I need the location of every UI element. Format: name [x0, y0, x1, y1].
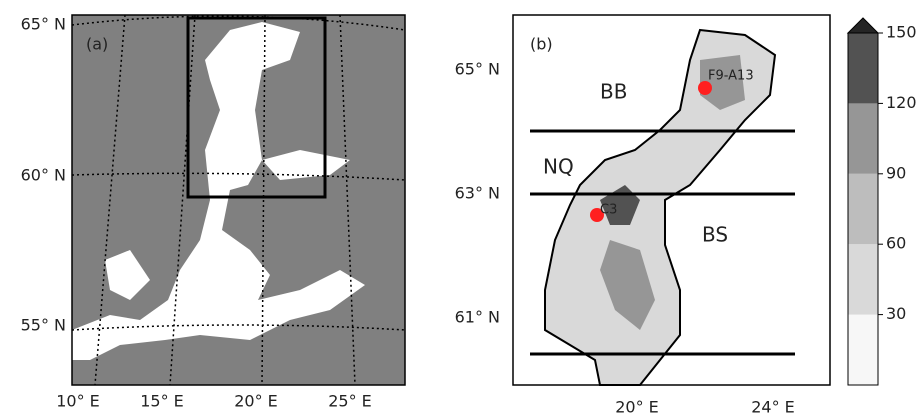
colorbar-extend — [846, 17, 880, 34]
colorbar-tick-label: 30 — [886, 304, 906, 323]
panel-label: (b) — [530, 35, 553, 54]
colorbar-band — [848, 173, 878, 245]
colorbar-band — [848, 103, 878, 174]
lon-label: 15° E — [140, 392, 184, 411]
frame — [71, 14, 406, 386]
zoom-box — [186, 16, 327, 199]
lon-label: 24° E — [751, 398, 795, 416]
contour — [700, 55, 745, 110]
lat-label: 60° N — [21, 166, 66, 185]
colorbar-tick-label: 120 — [886, 93, 917, 112]
colorbar-band — [848, 314, 878, 385]
sea — [105, 250, 150, 300]
lat-label: 65° N — [455, 60, 500, 79]
colorbar-tick-label: 150 — [886, 23, 917, 42]
lon-label: 25° E — [328, 392, 372, 411]
region-label: BB — [600, 80, 627, 104]
frame — [512, 14, 831, 386]
region-label: NQ — [543, 155, 574, 179]
station — [698, 81, 712, 95]
lat-label: 55° N — [21, 316, 66, 335]
lon-label: 10° E — [56, 392, 100, 411]
colorbar-frame — [847, 32, 879, 386]
panel-b: F9-A13 C3 BB NQ BS (b) 65° N 63° N 61° N… — [455, 14, 831, 416]
station-label: F9-A13 — [708, 69, 754, 84]
sea — [72, 22, 365, 360]
station — [590, 208, 604, 222]
basin-boundary — [530, 129, 795, 356]
colorbar-band — [848, 244, 878, 315]
lon-label: 20° E — [615, 398, 659, 416]
lat-label: 63° N — [455, 184, 500, 203]
region-label: BS — [702, 223, 728, 247]
lon-label: 20° E — [234, 392, 278, 411]
graticule — [71, 14, 406, 386]
colorbar-tick-label: 60 — [886, 234, 906, 253]
panel-a: (a) 65° N 60° N 55° N 10° E 15° E 20° E … — [21, 14, 406, 411]
station-label: C3 — [600, 203, 617, 218]
panel-label: (a) — [86, 35, 108, 54]
lat-label: 65° N — [21, 15, 66, 34]
lat-label: 61° N — [455, 308, 500, 327]
colorbar-band — [848, 33, 878, 104]
colorbar-tick-label: 90 — [886, 163, 906, 182]
sea — [262, 150, 350, 180]
contour — [600, 240, 655, 330]
